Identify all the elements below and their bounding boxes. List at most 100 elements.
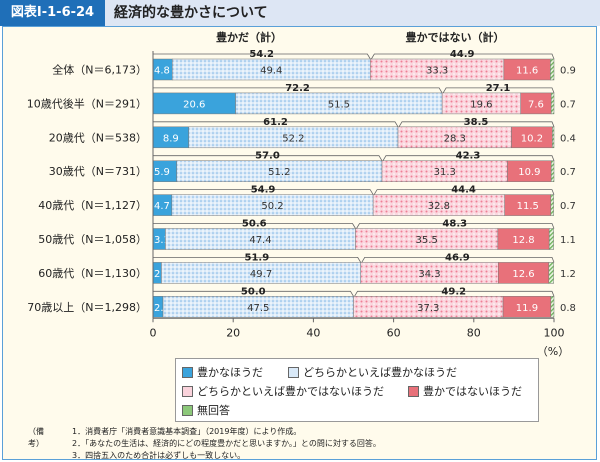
total-label-yutaka: 54.2 (249, 49, 274, 60)
legend-swatch (408, 385, 419, 397)
group-label-yutaka: 豊かだ（計） (216, 30, 282, 44)
total-label-not-yutaka: 38.5 (464, 117, 489, 128)
legend-label: 無回答 (197, 404, 230, 417)
bracket-not-yutaka (382, 155, 555, 161)
x-tick-label: 80 (467, 326, 481, 339)
legend-item: 豊かではないほうだ (408, 383, 522, 399)
legend-item: どちらかといえば豊かなほうだ (288, 364, 457, 380)
category-label: 50歳代（N＝1,058） (38, 233, 147, 246)
note: 3．四捨五入のため合計は必ずしも一致しない。 (72, 451, 246, 460)
total-label-yutaka: 50.0 (241, 286, 266, 297)
category-label: 40歳代（N＝1,127） (38, 199, 147, 212)
total-label-not-yutaka: 42.3 (456, 151, 481, 162)
total-label-not-yutaka: 48.3 (442, 219, 467, 230)
axis-unit: （%） (537, 345, 569, 358)
legend-swatch (288, 366, 299, 378)
figure-title: 経済的な豊かさについて (114, 5, 268, 21)
legend-swatch (182, 366, 193, 378)
group-label-not-yutaka: 豊かではない（計） (406, 30, 505, 44)
data-label: 12.8 (512, 235, 534, 246)
bar-segment (552, 126, 555, 149)
data-label: 32.8 (428, 201, 450, 212)
data-label: 1.1 (560, 235, 576, 246)
x-tick-label: 0 (150, 326, 157, 339)
bar-segment (550, 92, 555, 115)
data-label: 8.9 (163, 133, 179, 144)
data-label: 34.3 (418, 269, 440, 280)
data-label: 19.6 (470, 99, 492, 110)
data-label: 10.9 (518, 167, 540, 178)
category-label: 10歳代後半（N＝291） (27, 96, 147, 110)
data-label: 49.7 (250, 269, 272, 280)
category-label: 70歳以上（N＝1,298） (27, 301, 147, 314)
legend-label: どちらかといえば豊かではないほうだ (197, 385, 384, 398)
data-label: 35.5 (416, 235, 438, 246)
data-label: 3.1 (154, 235, 170, 246)
bar-segment (550, 296, 555, 318)
bracket-not-yutaka (442, 87, 555, 94)
bracket-not-yutaka (398, 121, 555, 128)
legend-label: 豊かではないほうだ (423, 385, 522, 398)
total-label-not-yutaka: 46.9 (445, 252, 470, 263)
data-label: 0.7 (560, 167, 576, 178)
category-label: 全体（N＝6,173） (52, 63, 147, 77)
data-label: 4.8 (154, 66, 170, 77)
data-label: 52.2 (282, 133, 304, 144)
bar-segment (550, 58, 555, 81)
x-tick-label: 100 (544, 326, 565, 339)
data-label: 31.3 (434, 167, 456, 178)
data-label: 49.4 (260, 66, 282, 77)
data-label: 28.3 (444, 133, 466, 144)
bracket-not-yutaka (356, 223, 555, 229)
data-label: 0.4 (560, 133, 576, 144)
data-label: 20.6 (183, 99, 205, 110)
category-label: 20歳代（N＝538） (49, 131, 147, 144)
total-label-yutaka: 50.6 (242, 219, 267, 230)
legend-swatch (182, 404, 193, 416)
data-label: 47.5 (247, 303, 269, 314)
data-label: 33.3 (426, 66, 448, 77)
total-label-not-yutaka: 49.2 (441, 286, 466, 297)
data-label: 0.9 (560, 66, 576, 77)
total-label-yutaka: 51.9 (245, 252, 270, 263)
legend: 豊かなほうだ どちらかといえば豊かなほうだ どちらかといえば豊かではないほうだ … (175, 358, 539, 422)
data-label: 51.2 (268, 167, 290, 178)
bar-segment (550, 194, 554, 216)
note: 2．「あなたの生活は、経済的にどの程度豊かだと思いますか。」との問に対する回答。 (72, 439, 381, 448)
data-label: 0.7 (560, 99, 576, 110)
bar-segment (550, 160, 555, 182)
note: 1．消費者庁「消費者意識基本調査」（2019年度）により作成。 (72, 427, 302, 436)
bracket-not-yutaka (373, 189, 555, 195)
data-label: 5.9 (154, 167, 170, 178)
category-label: 60歳代（N＝1,130） (38, 267, 147, 280)
data-label: 7.6 (528, 99, 544, 110)
data-label: 0.8 (560, 303, 576, 314)
category-label: 30歳代（N＝731） (49, 165, 147, 178)
data-label: 10.2 (521, 133, 543, 144)
header-bar: 図表I-1-6-24 経済的な豊かさについて (0, 0, 600, 26)
bracket-not-yutaka (361, 257, 555, 263)
data-label: 50.2 (261, 201, 283, 212)
data-label: 11.6 (516, 66, 538, 77)
total-label-yutaka: 54.9 (251, 185, 276, 196)
total-label-not-yutaka: 44.4 (451, 185, 476, 196)
data-label: 1.2 (560, 269, 576, 280)
bracket-not-yutaka (370, 53, 555, 60)
legend-label: 豊かなほうだ (197, 366, 263, 379)
data-label: 37.3 (417, 303, 439, 314)
bar-segment (548, 262, 554, 284)
notes-label: （備考） (28, 427, 44, 448)
bar-segment (548, 228, 554, 250)
data-label: 47.4 (249, 235, 271, 246)
data-label: 12.6 (512, 269, 534, 280)
x-tick-label: 20 (226, 326, 240, 339)
total-label-not-yutaka: 44.9 (450, 49, 475, 60)
legend-item: 豊かなほうだ (182, 364, 263, 380)
x-tick-label: 60 (387, 326, 401, 339)
data-label: 0.7 (560, 201, 576, 212)
data-label: 51.5 (328, 99, 350, 110)
legend-item: 無回答 (182, 402, 230, 418)
legend-swatch (182, 385, 193, 397)
legend-item: どちらかといえば豊かではないほうだ (182, 383, 384, 399)
